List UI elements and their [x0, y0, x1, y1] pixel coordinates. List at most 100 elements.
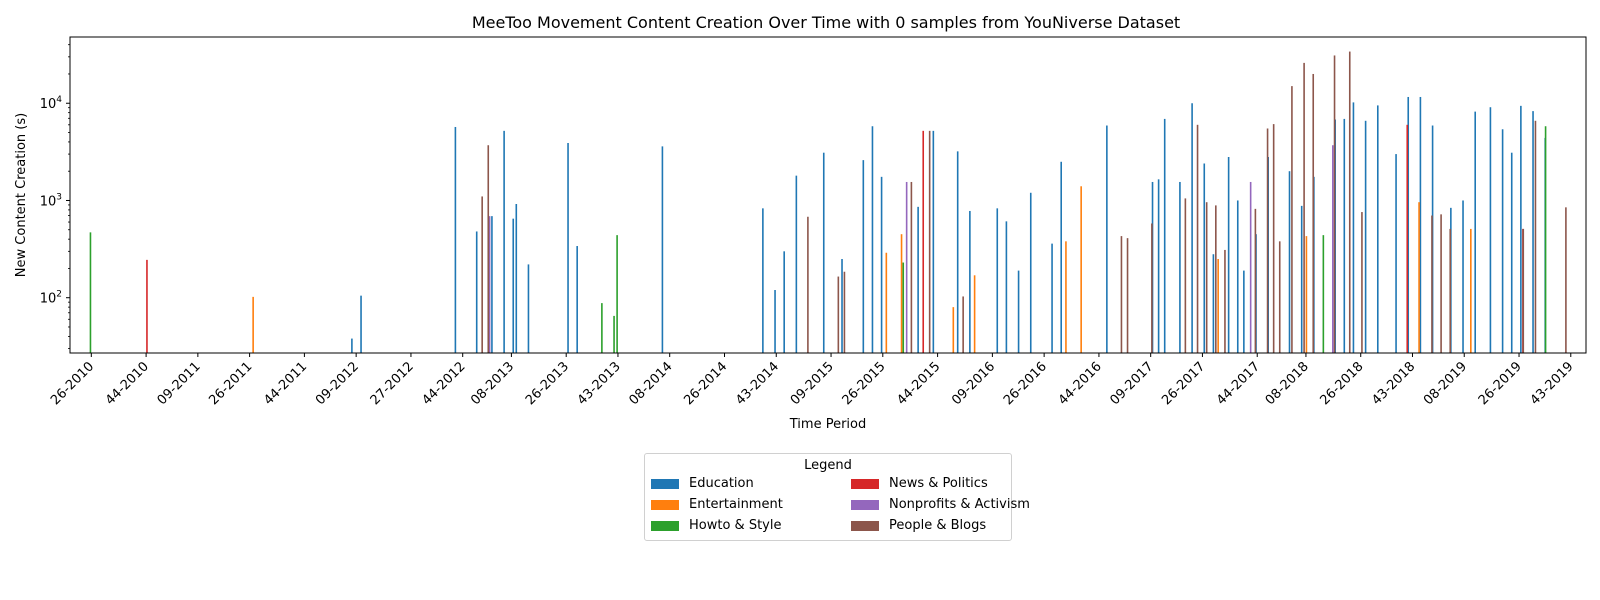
bar: [1065, 241, 1067, 353]
x-tick-label: 43-2018: [1369, 359, 1418, 408]
bar: [902, 262, 905, 353]
x-tick-label: 44-2017: [1214, 359, 1263, 408]
x-axis: 26-2010 44-2010 09-2011 26-2011 44-2011 09-20…: [48, 353, 1577, 408]
x-tick-label: 26-2016: [1001, 359, 1050, 408]
y-tick-label: 103: [40, 192, 62, 209]
x-tick-label: 08-2018: [1263, 359, 1312, 408]
bar: [1203, 163, 1206, 353]
x-tick-label: 44-2015: [894, 359, 943, 408]
bar: [1288, 171, 1291, 353]
bar: [807, 216, 809, 353]
bar: [880, 176, 883, 353]
y-tick-label: 102: [40, 290, 62, 307]
bar: [454, 126, 457, 353]
bar: [996, 208, 999, 353]
x-tick-label: 26-2018: [1318, 359, 1367, 408]
y-axis: 102 103 104: [40, 44, 70, 349]
bar: [576, 246, 578, 353]
bar: [1333, 55, 1336, 354]
legend-label: Entertainment: [689, 497, 783, 512]
bar: [1406, 124, 1409, 353]
bar: [1322, 235, 1325, 353]
legend-label: People & Blogs: [889, 518, 987, 533]
bar: [1060, 161, 1062, 353]
chart-title: MeeToo Movement Content Creation Over Ti…: [472, 13, 1180, 32]
plot-area-frame: [69, 36, 1587, 354]
legend-swatch: [851, 478, 879, 489]
legend-swatch: [851, 499, 879, 510]
bar: [89, 232, 92, 353]
bar: [1305, 236, 1308, 353]
bar: [1361, 212, 1363, 353]
legend-item: Education: [651, 476, 754, 491]
bar: [962, 296, 964, 353]
bar: [1120, 236, 1123, 353]
bars-layer: [89, 51, 1567, 354]
legend-item: Nonprofits & Activism: [851, 497, 1030, 512]
bar: [1254, 208, 1257, 353]
bar: [783, 251, 785, 353]
bar: [1407, 96, 1410, 353]
legend-item: People & Blogs: [851, 518, 986, 533]
y-axis-label: New Content Creation (s): [14, 113, 29, 277]
bar: [613, 315, 615, 353]
bar: [837, 276, 840, 353]
y-tick-label: 104: [40, 95, 63, 112]
bar: [795, 175, 798, 353]
bar: [351, 338, 353, 353]
bar: [487, 145, 490, 353]
bar: [1278, 241, 1281, 353]
bar: [252, 296, 254, 353]
bar: [841, 259, 843, 353]
x-tick-label: 26-2013: [523, 359, 572, 408]
bar: [1272, 124, 1275, 353]
bar: [1236, 200, 1239, 353]
bar: [871, 126, 874, 354]
bar: [1534, 120, 1537, 353]
bar: [1212, 254, 1215, 353]
x-tick-label: 27-2012: [368, 359, 417, 408]
legend-label: Howto & Style: [689, 518, 782, 533]
bar: [1395, 154, 1397, 353]
bar: [1352, 102, 1355, 354]
bar: [1243, 270, 1245, 353]
bar: [1179, 181, 1181, 353]
bar: [1418, 202, 1420, 353]
bar: [843, 271, 846, 353]
x-tick-label: 43-2013: [575, 359, 624, 408]
x-tick-label: 44-2011: [261, 359, 310, 408]
bar: [1431, 215, 1433, 353]
bar: [1151, 223, 1153, 353]
x-tick-label: 44-2012: [420, 359, 469, 408]
bar: [1419, 96, 1422, 353]
bar: [969, 210, 971, 353]
bar: [567, 143, 569, 353]
bar: [973, 275, 976, 353]
bar: [1126, 238, 1129, 353]
bar: [616, 235, 618, 353]
bar: [862, 160, 865, 353]
legend-label: News & Politics: [889, 476, 988, 491]
bar: [1501, 129, 1504, 353]
bar: [601, 303, 603, 353]
legend-label: Nonprofits & Activism: [889, 497, 1030, 512]
bar: [900, 234, 903, 353]
x-tick-label: 43-2014: [733, 359, 782, 408]
bar: [1163, 118, 1166, 353]
bar: [922, 130, 925, 353]
bar: [1470, 228, 1472, 353]
bar: [917, 206, 919, 353]
bar: [360, 295, 362, 353]
bar: [1106, 125, 1108, 354]
bar: [1474, 111, 1476, 354]
legend-swatch: [651, 520, 679, 531]
bar: [1217, 259, 1219, 353]
x-tick-label: 44-2010: [103, 359, 152, 408]
bar: [488, 216, 491, 353]
bar: [1332, 145, 1334, 353]
bar: [1249, 181, 1252, 353]
legend-swatch: [651, 499, 679, 510]
legend-item: News & Politics: [851, 476, 988, 491]
x-tick-label: 08-2019: [1421, 359, 1470, 408]
bar: [1080, 186, 1082, 353]
